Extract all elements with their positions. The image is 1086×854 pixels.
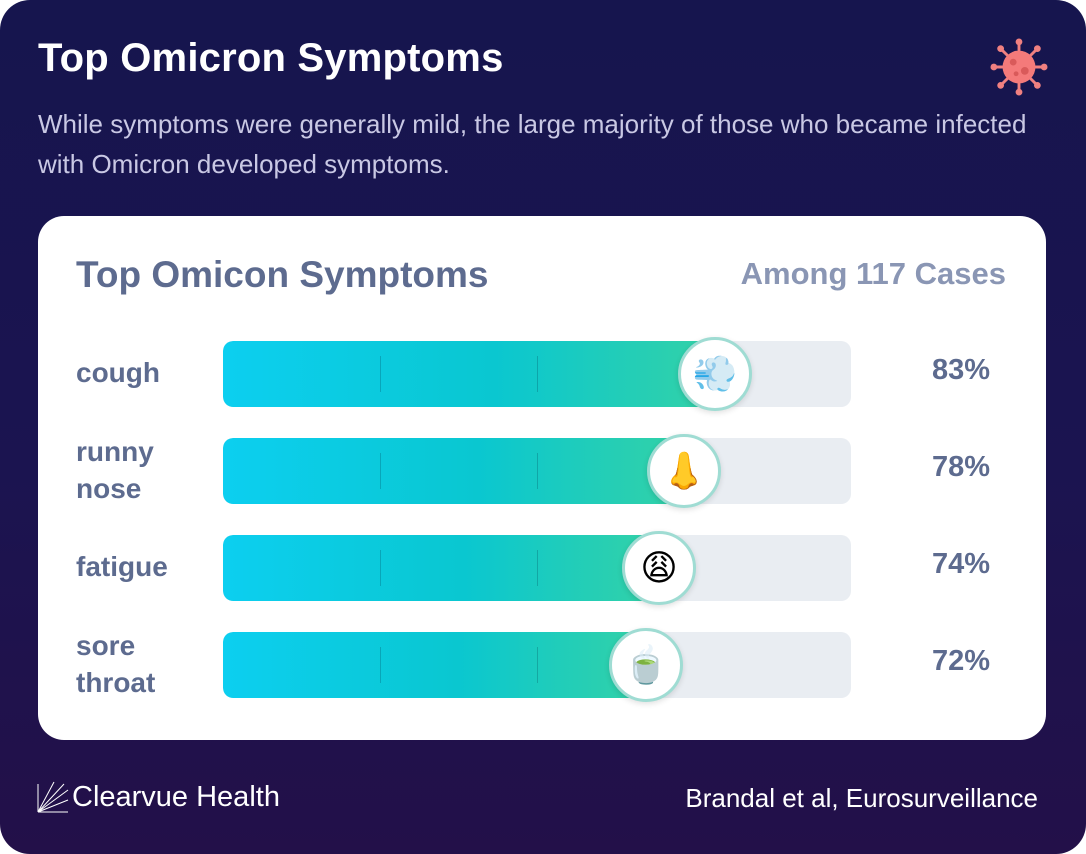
brand-mark-icon (37, 781, 69, 813)
bar-label-line: throat (76, 667, 156, 698)
weary-face-icon: 😩 (622, 531, 696, 605)
page-subtitle: While symptoms were generally mild, the … (38, 109, 1027, 179)
brand-logo: Clearvue Health (36, 780, 280, 814)
bar-fill (223, 535, 662, 601)
brand-name: Clearvue Health (72, 780, 280, 813)
page-title: Top Omicron Symptoms (38, 36, 504, 80)
bar-fill (223, 438, 687, 504)
chart-note: Among 117 Cases (740, 256, 1006, 291)
bar-label-line: runny (76, 436, 154, 467)
bar-track (223, 438, 851, 504)
bar-label-line: sore (76, 630, 136, 661)
bar-value-label: 74% (931, 548, 990, 580)
bar-label: sore throat (76, 627, 236, 701)
bar-gridline (380, 356, 381, 392)
bar-fill (223, 341, 718, 407)
virus-icon (990, 38, 1048, 96)
bar-value-label: 78% (931, 451, 990, 483)
bar-label-line: cough (76, 357, 160, 388)
bar-label-line: nose (76, 473, 142, 504)
bar-value-label: 83% (931, 354, 990, 386)
bar-gridline (380, 647, 381, 683)
bar-value-label: 72% (931, 645, 990, 677)
dash-cloud-icon: 💨 (678, 337, 752, 411)
bar-gridline (380, 453, 381, 489)
bar-label: runny nose (76, 433, 236, 507)
bar-label: fatigue (76, 548, 236, 585)
bar-gridline (537, 356, 538, 392)
bar-fill (223, 632, 649, 698)
source-citation: Brandal et al, Eurosurveillance (685, 783, 1038, 813)
tea-icon: 🍵 (609, 628, 683, 702)
bar-gridline (537, 647, 538, 683)
bar-label: cough (76, 354, 236, 391)
nose-icon: 👃 (647, 434, 721, 508)
bar-row: fatigue 😩 74% (38, 528, 1046, 608)
chart-card: Top Omicon Symptoms Among 117 Cases coug… (38, 216, 1046, 740)
bar-track (223, 632, 851, 698)
bar-row: cough 💨 83% (38, 334, 1046, 414)
bar-track (223, 341, 851, 407)
bar-gridline (537, 453, 538, 489)
bar-row: runny nose 👃 78% (38, 431, 1046, 511)
bar-label-line: fatigue (76, 551, 168, 582)
bar-gridline (380, 550, 381, 586)
bar-track (223, 535, 851, 601)
chart-title: Top Omicon Symptoms (76, 254, 489, 295)
bar-row: sore throat 🍵 72% (38, 625, 1046, 705)
bar-gridline (537, 550, 538, 586)
